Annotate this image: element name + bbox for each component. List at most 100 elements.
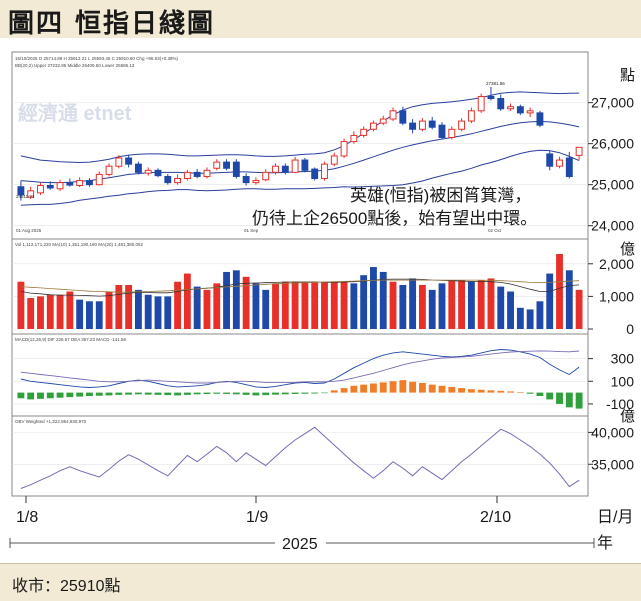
candle-body bbox=[272, 165, 279, 173]
macd-bar bbox=[213, 392, 221, 394]
p2-y-tick-label-1: 1,000 bbox=[599, 288, 634, 304]
macd-bar bbox=[399, 380, 407, 393]
macd-bar bbox=[144, 392, 152, 395]
macd-bar bbox=[281, 392, 289, 395]
candle-body bbox=[144, 169, 152, 174]
p4-y-tick-labels: 40,000 35,000 bbox=[588, 424, 634, 472]
candle-body bbox=[134, 163, 142, 173]
volume-bar bbox=[242, 276, 250, 329]
macd-bar bbox=[497, 390, 505, 393]
macd-bar bbox=[272, 392, 279, 395]
candle-body bbox=[477, 95, 485, 112]
candle-body bbox=[95, 173, 103, 186]
volume-bar bbox=[154, 296, 162, 329]
volume-bar bbox=[291, 281, 299, 329]
macd-bar bbox=[487, 390, 495, 393]
candle-body bbox=[507, 106, 514, 110]
volume-bar bbox=[232, 270, 240, 329]
candle-body bbox=[438, 124, 446, 138]
p2-ylabel: 億 bbox=[620, 241, 635, 258]
volume-bar bbox=[477, 280, 485, 329]
macd-bar bbox=[311, 392, 319, 394]
candle-body bbox=[516, 106, 524, 114]
volume-bar bbox=[516, 307, 524, 329]
macd-bar bbox=[232, 392, 240, 395]
candle-body bbox=[213, 161, 221, 169]
macd-bar bbox=[193, 392, 201, 395]
annotation-text-2: 仍待上企26500點後，始有望出中環。 bbox=[252, 209, 537, 228]
annotation-low: 24611.31 bbox=[16, 194, 35, 199]
volume-bar bbox=[311, 281, 319, 329]
macd-bar bbox=[203, 392, 211, 394]
macd-dif-line bbox=[20, 349, 580, 388]
macd-bar bbox=[252, 392, 260, 396]
p1-gridlines bbox=[12, 102, 588, 226]
candle-body bbox=[115, 157, 123, 167]
volume-bar bbox=[360, 275, 368, 329]
volume-bar bbox=[27, 298, 35, 329]
p3-y-tick-label-2: -100 bbox=[606, 396, 634, 412]
macd-bar bbox=[321, 392, 328, 394]
volume-bar bbox=[487, 278, 495, 329]
candle-body bbox=[379, 118, 387, 124]
macd-dea-line bbox=[20, 350, 580, 384]
macd-bar bbox=[154, 392, 162, 395]
volume-bar bbox=[105, 291, 113, 329]
volume-bar bbox=[66, 291, 74, 329]
volume-bars bbox=[17, 254, 583, 329]
macd-bar bbox=[115, 392, 123, 395]
candle-body bbox=[164, 175, 172, 184]
volume-bar bbox=[399, 284, 407, 329]
macd-bar bbox=[86, 392, 93, 396]
annotation-text-1: 英雄(恒指)被困筲箕灣， bbox=[350, 186, 531, 205]
macd-bar bbox=[379, 382, 387, 393]
candle-body bbox=[37, 184, 44, 194]
footer-bar: 收市：25910點 bbox=[0, 563, 641, 601]
macd-bar bbox=[448, 386, 456, 393]
macd-bar bbox=[428, 384, 436, 393]
macd-bar bbox=[27, 392, 35, 400]
p1-y-tick-label-0: 27,000 bbox=[591, 95, 634, 111]
candle-body bbox=[56, 182, 64, 190]
obv-series-line bbox=[20, 426, 580, 489]
macd-bar bbox=[56, 392, 64, 398]
p1-y-tick-label-2: 25,000 bbox=[591, 177, 634, 193]
candle-body bbox=[252, 180, 260, 184]
p3-header: MACD(12,26,9) DIF 225.67 DEA 367.23 MACD… bbox=[15, 337, 127, 342]
candle-body bbox=[203, 169, 211, 177]
bb-upper-line bbox=[20, 91, 580, 164]
candle-body bbox=[17, 186, 25, 196]
candle-body bbox=[183, 171, 191, 180]
p4-gridlines bbox=[12, 432, 588, 465]
macd-bar bbox=[125, 392, 133, 395]
volume-bar bbox=[115, 284, 123, 329]
macd-bar bbox=[418, 382, 426, 393]
macd-bar bbox=[536, 392, 544, 396]
macd-bar bbox=[174, 392, 182, 396]
candle-body bbox=[154, 169, 162, 177]
candle-body bbox=[330, 155, 338, 165]
volume-bar bbox=[565, 270, 573, 329]
candle-body bbox=[223, 161, 230, 169]
candle-body bbox=[370, 122, 377, 130]
macd-bar bbox=[546, 392, 554, 400]
macd-bar bbox=[291, 392, 299, 394]
macd-lines bbox=[20, 349, 580, 388]
macd-bar bbox=[340, 388, 348, 393]
macd-bar bbox=[409, 381, 417, 393]
volume-bar bbox=[46, 294, 54, 329]
macd-bar bbox=[350, 385, 358, 393]
p1-header-2: BB(20,2) Upper 27232.85 Middle 26409.50 … bbox=[15, 63, 135, 68]
watermark-logo: 經濟通 etnet bbox=[18, 101, 132, 125]
candle-body bbox=[125, 157, 133, 165]
volume-bar bbox=[467, 281, 475, 329]
macd-bar bbox=[458, 388, 466, 393]
macd-bar bbox=[242, 392, 250, 395]
x-tick-label-2: 1/9 bbox=[246, 509, 268, 526]
candle-body bbox=[467, 110, 475, 122]
volume-bar bbox=[350, 283, 358, 329]
p1-y-tick-labels: 27,000 26,000 25,000 24,000 bbox=[588, 95, 634, 234]
macd-bar bbox=[301, 392, 309, 394]
candle-body bbox=[536, 112, 544, 126]
